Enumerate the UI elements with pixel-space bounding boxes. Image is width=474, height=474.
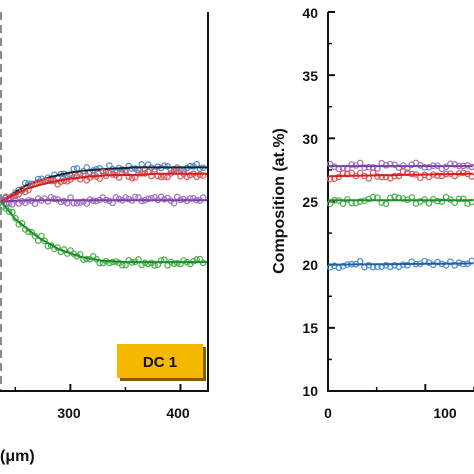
right-x-tick-label: 100 xyxy=(433,405,457,421)
data-point xyxy=(186,171,194,179)
left-x-tick-label: 400 xyxy=(166,405,190,421)
data-point xyxy=(12,214,19,222)
fit-curve xyxy=(328,172,473,178)
right-plot-area xyxy=(326,159,474,271)
fit-curve xyxy=(0,199,207,203)
data-point xyxy=(144,195,152,203)
dc1-badge-box xyxy=(117,344,203,378)
data-point xyxy=(125,173,133,180)
right-y-tick-label: 30 xyxy=(302,131,318,147)
data-point xyxy=(339,200,347,207)
dc1-badge: DC 1 xyxy=(117,344,206,381)
right-y-axis-title: Composition (at.%) xyxy=(271,128,288,274)
data-point xyxy=(451,161,458,168)
data-point xyxy=(356,198,364,205)
data-point xyxy=(434,172,441,179)
fit-curve xyxy=(327,262,473,266)
right-y-tick-label: 15 xyxy=(302,320,318,336)
data-point xyxy=(80,198,87,205)
data-point xyxy=(5,208,13,216)
data-point xyxy=(196,165,204,172)
data-point xyxy=(391,261,398,269)
data-point xyxy=(83,164,91,171)
right-axis-ticks xyxy=(327,11,474,392)
right-y-tick-label: 10 xyxy=(302,383,318,399)
left-x-tick-label: 300 xyxy=(57,405,81,421)
data-point xyxy=(125,195,133,203)
data-point xyxy=(173,259,181,267)
data-point xyxy=(51,195,58,203)
left-plot-area xyxy=(0,160,207,269)
data-point xyxy=(391,172,398,180)
data-point xyxy=(404,261,411,269)
data-point xyxy=(459,169,467,177)
data-point xyxy=(348,161,355,168)
data-point xyxy=(28,228,36,236)
left-panel: 300 400 (μm) DC 1 xyxy=(0,12,209,465)
left-x-ticks xyxy=(14,384,182,391)
right-y-tick-label: 35 xyxy=(302,68,318,84)
data-point xyxy=(57,198,65,206)
data-point xyxy=(170,260,178,267)
data-point xyxy=(361,164,368,171)
fit-curve xyxy=(0,200,207,264)
data-point xyxy=(44,198,52,205)
data-point xyxy=(41,237,48,245)
data-point xyxy=(459,195,467,203)
left-x-axis-title: (μm) xyxy=(0,448,35,465)
data-point xyxy=(135,170,142,177)
data-point xyxy=(186,162,194,170)
data-point xyxy=(356,258,364,265)
data-point xyxy=(60,197,68,205)
data-point xyxy=(180,195,188,203)
data-point xyxy=(382,262,390,269)
data-point xyxy=(138,169,145,177)
data-point xyxy=(455,195,463,203)
data-point xyxy=(115,195,123,203)
right-y-tick-label: 40 xyxy=(302,5,318,21)
data-point xyxy=(125,257,133,264)
right-x-tick-label: 0 xyxy=(324,405,332,421)
data-point xyxy=(365,163,373,171)
data-point xyxy=(374,173,381,180)
right-y-tick-label: 25 xyxy=(302,194,318,210)
data-point xyxy=(76,175,84,183)
data-point xyxy=(180,257,188,264)
data-point xyxy=(438,198,446,205)
dc1-badge-label: DC 1 xyxy=(143,354,177,371)
data-point xyxy=(356,159,364,167)
right-y-tick-label: 20 xyxy=(302,257,318,273)
data-point xyxy=(157,257,165,264)
right-panel: 10 15 20 25 30 35 40 0 100 Composition (… xyxy=(271,5,474,421)
data-point xyxy=(391,161,398,168)
data-point xyxy=(421,163,428,171)
fit-curve xyxy=(0,172,207,203)
data-point xyxy=(425,163,433,171)
data-point xyxy=(164,163,171,170)
data-point xyxy=(196,171,204,179)
